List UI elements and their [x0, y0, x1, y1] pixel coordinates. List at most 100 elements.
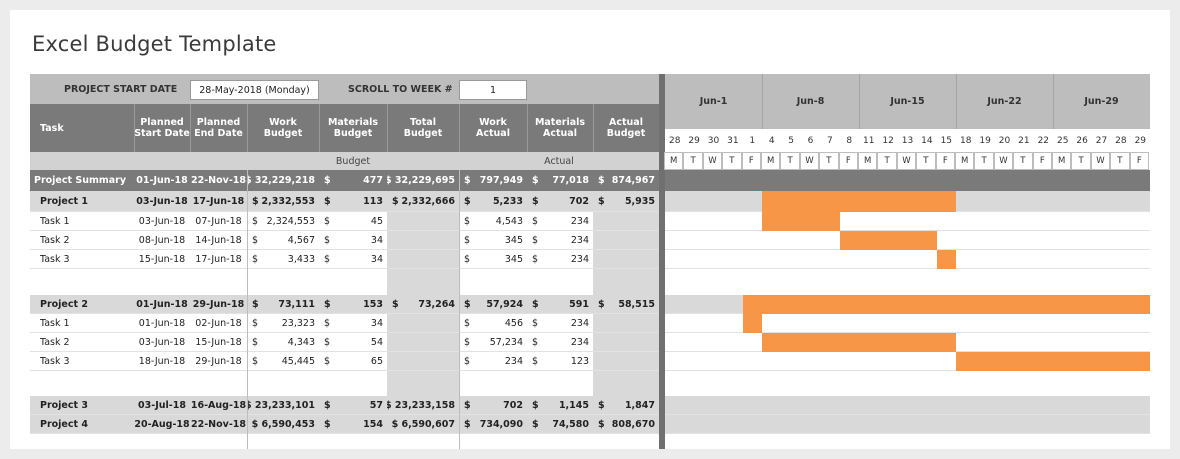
cell-value: 54 — [370, 337, 383, 348]
col-header-line: Budget — [263, 128, 303, 139]
currency-symbol: $ — [392, 299, 399, 310]
table-row[interactable]: Project 3 03-Jul-18 16-Aug-18 $ 23,233,101 $… — [30, 396, 659, 415]
project-start-label: PROJECT START DATE — [64, 83, 178, 95]
table-row[interactable]: Task 203-Jun-1815-Jun-18$4,343$54$4,397$… — [30, 333, 659, 352]
gantt-day-label: 29 — [1134, 135, 1147, 146]
col-header-actual-budget: Actual Budget — [593, 104, 659, 152]
group-budget-label: Budget — [335, 155, 371, 167]
group-separator — [247, 170, 248, 449]
gantt-row — [665, 396, 1150, 415]
cell-wb: $45,445 — [247, 352, 319, 371]
gantt-bar[interactable] — [762, 212, 840, 231]
actual-budget-shade — [593, 314, 659, 333]
row-border — [30, 313, 659, 314]
cell-value: $ 6,590,453 — [251, 419, 315, 430]
currency-symbol: $ — [392, 196, 399, 207]
gantt-bar[interactable] — [956, 352, 1150, 371]
cell-value: 591 — [569, 299, 589, 310]
cell-value: 797,949 — [479, 175, 523, 186]
cell-ma: $702 — [527, 191, 593, 212]
cell-value: 34 — [370, 235, 383, 246]
actual-budget-shade — [593, 333, 659, 352]
header-separator — [593, 104, 594, 152]
currency-symbol: $ — [464, 196, 471, 207]
cell-tb: $2,332,666 — [387, 191, 459, 212]
table-row[interactable]: Task 315-Jun-1817-Jun-18$3,433$34$3,467$… — [30, 250, 659, 269]
header-separator — [387, 104, 388, 152]
gantt-day-label: 31 — [727, 135, 739, 146]
table-row[interactable]: Project Summary 01-Jun-18 22-Nov-18 $ 32,22… — [30, 170, 659, 191]
currency-symbol: $ — [324, 356, 331, 367]
actual-budget-shade — [593, 371, 659, 396]
cell-ma: $234 — [527, 231, 593, 250]
currency-symbol: $ — [598, 299, 605, 310]
gantt-bar[interactable] — [742, 314, 762, 333]
planned-start-date: 01-Jun-18 — [138, 318, 186, 329]
currency-symbol: $ — [252, 254, 259, 265]
cell-mb: $153 — [319, 295, 387, 314]
col-header-line: Budget — [606, 128, 646, 139]
gantt-bar[interactable] — [839, 231, 937, 250]
scroll-week-label: SCROLL TO WEEK # — [348, 83, 453, 95]
gantt-month-label: Jun-29 — [1084, 96, 1119, 107]
project-start-input[interactable]: 28-May-2018 (Monday) — [190, 80, 319, 100]
cell-value: 45,445 — [281, 356, 315, 367]
cell-ma: $74,580 — [527, 415, 593, 434]
currency-symbol: $ — [598, 419, 605, 430]
scroll-week-input[interactable]: 1 — [459, 80, 527, 100]
total-budget-shade — [387, 250, 459, 269]
gantt-weekday-label: M — [761, 152, 781, 170]
gantt-row-border — [665, 268, 1150, 269]
col-header-line: Start Date — [134, 128, 190, 139]
row-border — [30, 268, 659, 269]
currency-symbol: $ — [598, 400, 605, 411]
gantt-day-label: 28 — [1115, 135, 1127, 146]
table-row[interactable]: Task 318-Jun-1829-Jun-18$45,445$65$45,51… — [30, 352, 659, 371]
row-border — [30, 433, 659, 434]
col-header-materials-actual: Materials Actual — [527, 104, 593, 152]
currency-symbol: $ — [464, 254, 471, 265]
cell-ma: $234 — [527, 314, 593, 333]
total-budget-shade — [387, 314, 459, 333]
gantt-bar[interactable] — [762, 191, 956, 212]
table-row[interactable]: Project 4 20-Aug-18 22-Nov-18 $ 6,590,453 $1… — [30, 415, 659, 434]
gantt-bar[interactable] — [936, 250, 956, 269]
planned-end-date: 02-Jun-18 — [195, 318, 242, 329]
table-row[interactable]: Project 1 03-Jun-18 17-Jun-18 $2,332,553 $11… — [30, 191, 659, 212]
cell-tb: $ 6,590,607 — [387, 415, 459, 434]
header-separator — [527, 104, 528, 152]
cell-value: 345 — [504, 254, 523, 265]
budget-sheet: PROJECT START DATE 28-May-2018 (Monday) SC… — [30, 74, 1150, 449]
gantt-row — [665, 314, 1150, 333]
cell-value: 153 — [363, 299, 383, 310]
gantt-bar[interactable] — [742, 295, 1150, 314]
cell-ab: $58,515 — [593, 295, 659, 314]
gantt-month-label: Jun-22 — [987, 96, 1022, 107]
table-row[interactable]: Task 103-Jun-1807-Jun-18$2,324,553$45$2,… — [30, 212, 659, 231]
col-header-line: Work — [269, 117, 297, 128]
currency-symbol: $ — [532, 175, 539, 186]
planned-start-date: 18-Jun-18 — [138, 356, 186, 367]
cell-mb: $54 — [319, 333, 387, 352]
gantt-day-label: 15 — [940, 135, 953, 146]
table-row[interactable]: Task 208-Jun-1814-Jun-18$4,567$34$4,601$… — [30, 231, 659, 250]
gantt-weekday-label: T — [1013, 152, 1033, 170]
cell-value: 456 — [504, 318, 523, 329]
cell-ma: $234 — [527, 333, 593, 352]
cell-value: 45 — [370, 216, 383, 227]
cell-wa: $57,234 — [459, 333, 527, 352]
gantt-day-row: 28 29 30 31 1 4 5 6 7 8 11 12 13 14 15 18 19 20 21 22 25 26 27… — [665, 129, 1150, 152]
currency-symbol: $ — [324, 318, 331, 329]
gantt-bar[interactable] — [762, 333, 956, 352]
gantt-weekday-label: M — [1052, 152, 1072, 170]
currency-symbol: $ — [464, 299, 471, 310]
currency-symbol: $ — [532, 318, 539, 329]
gantt-row — [665, 415, 1150, 434]
table-row[interactable]: Task 101-Jun-1802-Jun-18$23,323$34$23,35… — [30, 314, 659, 333]
actual-budget-shade — [593, 269, 659, 295]
task-name: Task 2 — [40, 235, 70, 246]
table-row[interactable]: Project 2 01-Jun-18 29-Jun-18 $73,111 $153 $7… — [30, 295, 659, 314]
cell-value: 5,935 — [624, 196, 655, 207]
gantt-day-label: 1 — [749, 135, 756, 146]
currency-symbol: $ — [324, 216, 331, 227]
